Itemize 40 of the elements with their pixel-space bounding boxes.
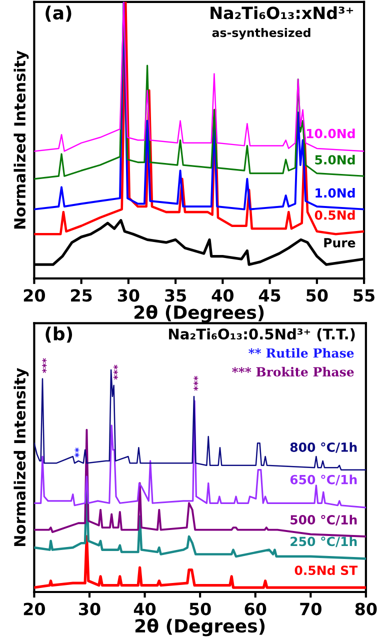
chart-title: Na₂Ti₆O₁₃:xNd³⁺ — [210, 6, 354, 20]
series-label: 500 °C/1h — [290, 514, 357, 526]
annotation: *** Brokite Phase — [232, 366, 354, 377]
annotation: *** — [113, 364, 118, 380]
series-label: 1.0Nd — [316, 188, 355, 198]
series-label: 10.0Nd — [306, 128, 355, 138]
text: as-synthesized — [212, 28, 310, 40]
x-tick-label: 60 — [244, 602, 266, 616]
annotation: (a) — [46, 6, 72, 22]
x-axis-title: 2θ (Degrees) — [134, 304, 264, 323]
x-tick-label: 40 — [212, 289, 234, 302]
series-label: 800 °C/1h — [290, 442, 357, 453]
x-tick-label: 55 — [354, 289, 374, 302]
x-tick-label: 50 — [306, 289, 328, 302]
series-label: 0.5Nd ST — [294, 565, 358, 576]
x-axis-title: 2θ (Degrees) — [135, 618, 265, 636]
x-tick-label: 20 — [24, 602, 45, 616]
series-label: 650 °C/1h — [290, 474, 357, 486]
x-tick-label: 80 — [355, 602, 377, 616]
x-tick-label: 45 — [258, 289, 280, 302]
x-tick-label: 35 — [165, 289, 186, 302]
series-label: 250 °C/1h — [290, 536, 357, 548]
series-label: Pure — [324, 238, 356, 248]
series-label: 5.0Nd — [315, 154, 355, 165]
chart-title: Na₂Ti₆O₁₃:0.5Nd³⁺ (T.T.) — [169, 328, 355, 342]
x-tick-label: 50 — [190, 602, 211, 616]
x-tick-label: 20 — [24, 289, 45, 302]
annotation: *** — [42, 358, 47, 373]
y-axis-title: Normalized Intensity — [14, 368, 29, 546]
annotation: ** — [74, 448, 80, 458]
x-tick-label: 25 — [71, 289, 92, 302]
y-axis-title: Normalized Intensity — [14, 50, 29, 229]
annotation: *** — [194, 376, 198, 391]
x-tick-label: 40 — [134, 602, 156, 616]
text: ** Rutile Phase — [248, 348, 354, 358]
x-tick-label: 30 — [118, 289, 140, 302]
x-tick-label: 70 — [300, 602, 322, 616]
x-tick-label: 30 — [79, 602, 100, 616]
series-label: 0.5Nd — [314, 210, 355, 220]
text: (b) — [46, 326, 72, 343]
